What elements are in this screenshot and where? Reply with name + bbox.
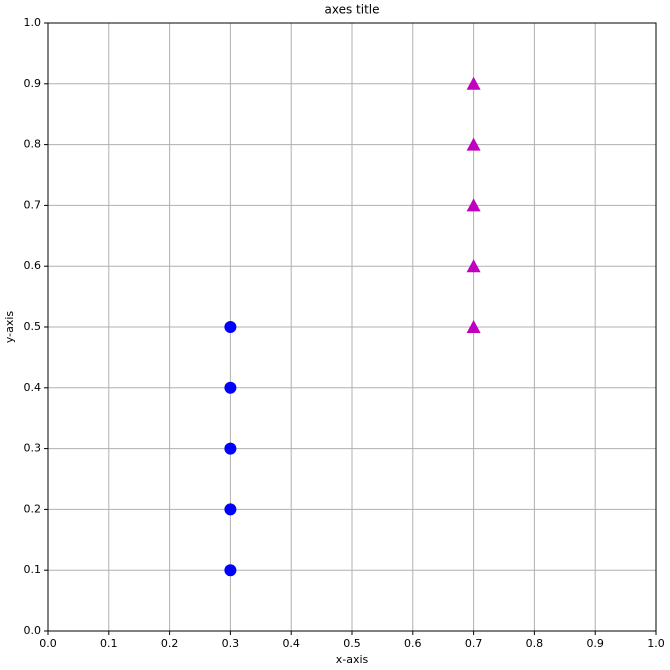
x-tick-label: 0.1 xyxy=(100,637,118,650)
point xyxy=(224,321,237,333)
x-tick-label: 0.0 xyxy=(39,637,57,650)
y-tick-label: 0.3 xyxy=(24,442,42,455)
y-tick-label: 0.1 xyxy=(24,563,42,576)
y-tick-label: 0.5 xyxy=(24,320,42,333)
chart-title: axes title xyxy=(325,3,380,17)
point xyxy=(466,198,481,212)
x-tick-label: 0.4 xyxy=(282,637,300,650)
y-tick-label: 0.4 xyxy=(24,381,42,394)
x-tick-label: 1.0 xyxy=(647,637,665,650)
point xyxy=(466,259,481,273)
y-tick-label: 0.0 xyxy=(24,624,42,637)
x-tick-label: 0.3 xyxy=(222,637,240,650)
y-tick-label: 0.8 xyxy=(24,138,42,151)
point xyxy=(224,503,237,516)
y-tick-label: 0.7 xyxy=(24,198,42,211)
x-axis-label: x-axis xyxy=(336,653,369,666)
point xyxy=(466,137,481,151)
y-tick-label: 1.0 xyxy=(24,16,42,29)
point xyxy=(224,564,237,577)
x-tick-label: 0.7 xyxy=(465,637,483,650)
x-tick-label: 0.5 xyxy=(343,637,361,650)
x-tick-label: 0.8 xyxy=(526,637,544,650)
y-tick-label: 0.9 xyxy=(24,77,42,90)
point xyxy=(466,320,481,333)
plot-frame xyxy=(47,22,657,632)
x-tick-label: 0.9 xyxy=(586,637,604,650)
point xyxy=(224,381,237,394)
y-tick-label: 0.2 xyxy=(24,502,42,515)
y-axis-label: y-axis xyxy=(3,311,16,344)
x-tick-label: 0.6 xyxy=(404,637,422,650)
point xyxy=(466,76,481,90)
point xyxy=(224,442,237,455)
y-tick-label: 0.6 xyxy=(24,259,42,272)
x-tick-label: 0.2 xyxy=(161,637,179,650)
